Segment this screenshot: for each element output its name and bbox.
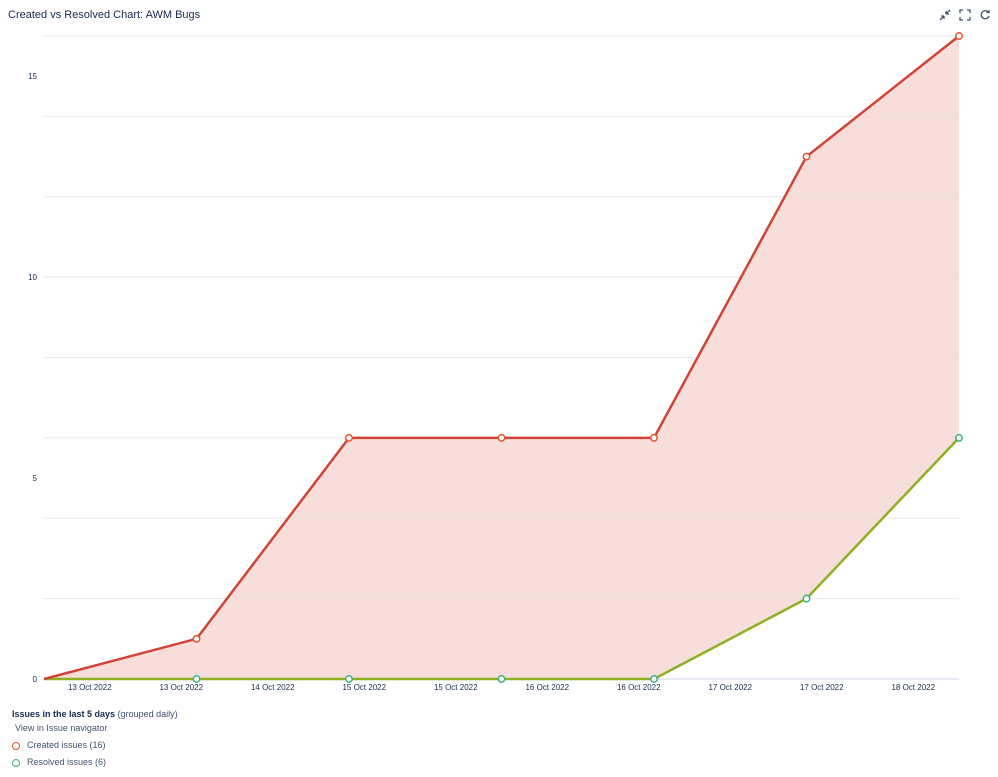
x-tick-label: 15 Oct 2022 (342, 683, 386, 692)
created-point (802, 152, 811, 161)
created-point (955, 32, 963, 40)
created-legend-marker (12, 741, 20, 750)
x-tick-label: 16 Oct 2022 (617, 683, 661, 692)
x-tick-label: 13 Oct 2022 (68, 683, 112, 692)
x-tick-label: 16 Oct 2022 (525, 683, 569, 692)
legend-created-label: Created issues (16) (27, 740, 106, 750)
created-resolved-gap-area (44, 36, 959, 679)
legend-resolved-label: Resolved issues (6) (27, 757, 107, 767)
refresh-icon[interactable] (978, 8, 992, 22)
x-tick-label: 14 Oct 2022 (251, 683, 295, 692)
issue-navigator-link[interactable]: View in Issue navigator (15, 723, 108, 733)
fullscreen-icon[interactable] (958, 8, 972, 22)
y-tick-label: 10 (28, 273, 37, 282)
y-tick-label: 0 (33, 675, 38, 684)
period-heading: Issues in the last 5 days (grouped daily… (12, 709, 178, 719)
resolved-point (192, 675, 201, 683)
resolved-point (650, 675, 658, 683)
resolved-legend-marker (12, 758, 20, 767)
chart-footer: Issues in the last 5 days (grouped daily… (12, 710, 178, 767)
y-tick-label: 15 (28, 72, 37, 81)
created-point (497, 433, 506, 442)
created-vs-resolved-chart: 0 5 10 15 13 Oct 2022 13 Oct 2022 14 Oct 2022 1… (28, 32, 963, 692)
x-tick-label: 13 Oct 2022 (159, 683, 203, 692)
chart-toolbar (938, 8, 992, 22)
created-point (192, 634, 201, 643)
resolved-point (497, 675, 506, 683)
x-tick-label: 17 Oct 2022 (800, 683, 844, 692)
x-tick-label: 18 Oct 2022 (891, 683, 935, 692)
resolved-point (345, 675, 353, 683)
x-tick-label: 15 Oct 2022 (434, 683, 478, 692)
minimize-icon[interactable] (938, 8, 952, 22)
created-point (345, 433, 353, 442)
legend-resolved[interactable]: Resolved issues (6) (12, 758, 178, 767)
y-tick-label: 5 (33, 474, 38, 483)
chart-title: Created vs Resolved Chart: AWM Bugs (8, 9, 201, 21)
legend-created[interactable]: Created issues (16) (12, 741, 178, 750)
created-point (650, 433, 658, 442)
x-tick-label: 17 Oct 2022 (708, 683, 752, 692)
resolved-point (802, 594, 811, 603)
resolved-point (955, 433, 963, 442)
